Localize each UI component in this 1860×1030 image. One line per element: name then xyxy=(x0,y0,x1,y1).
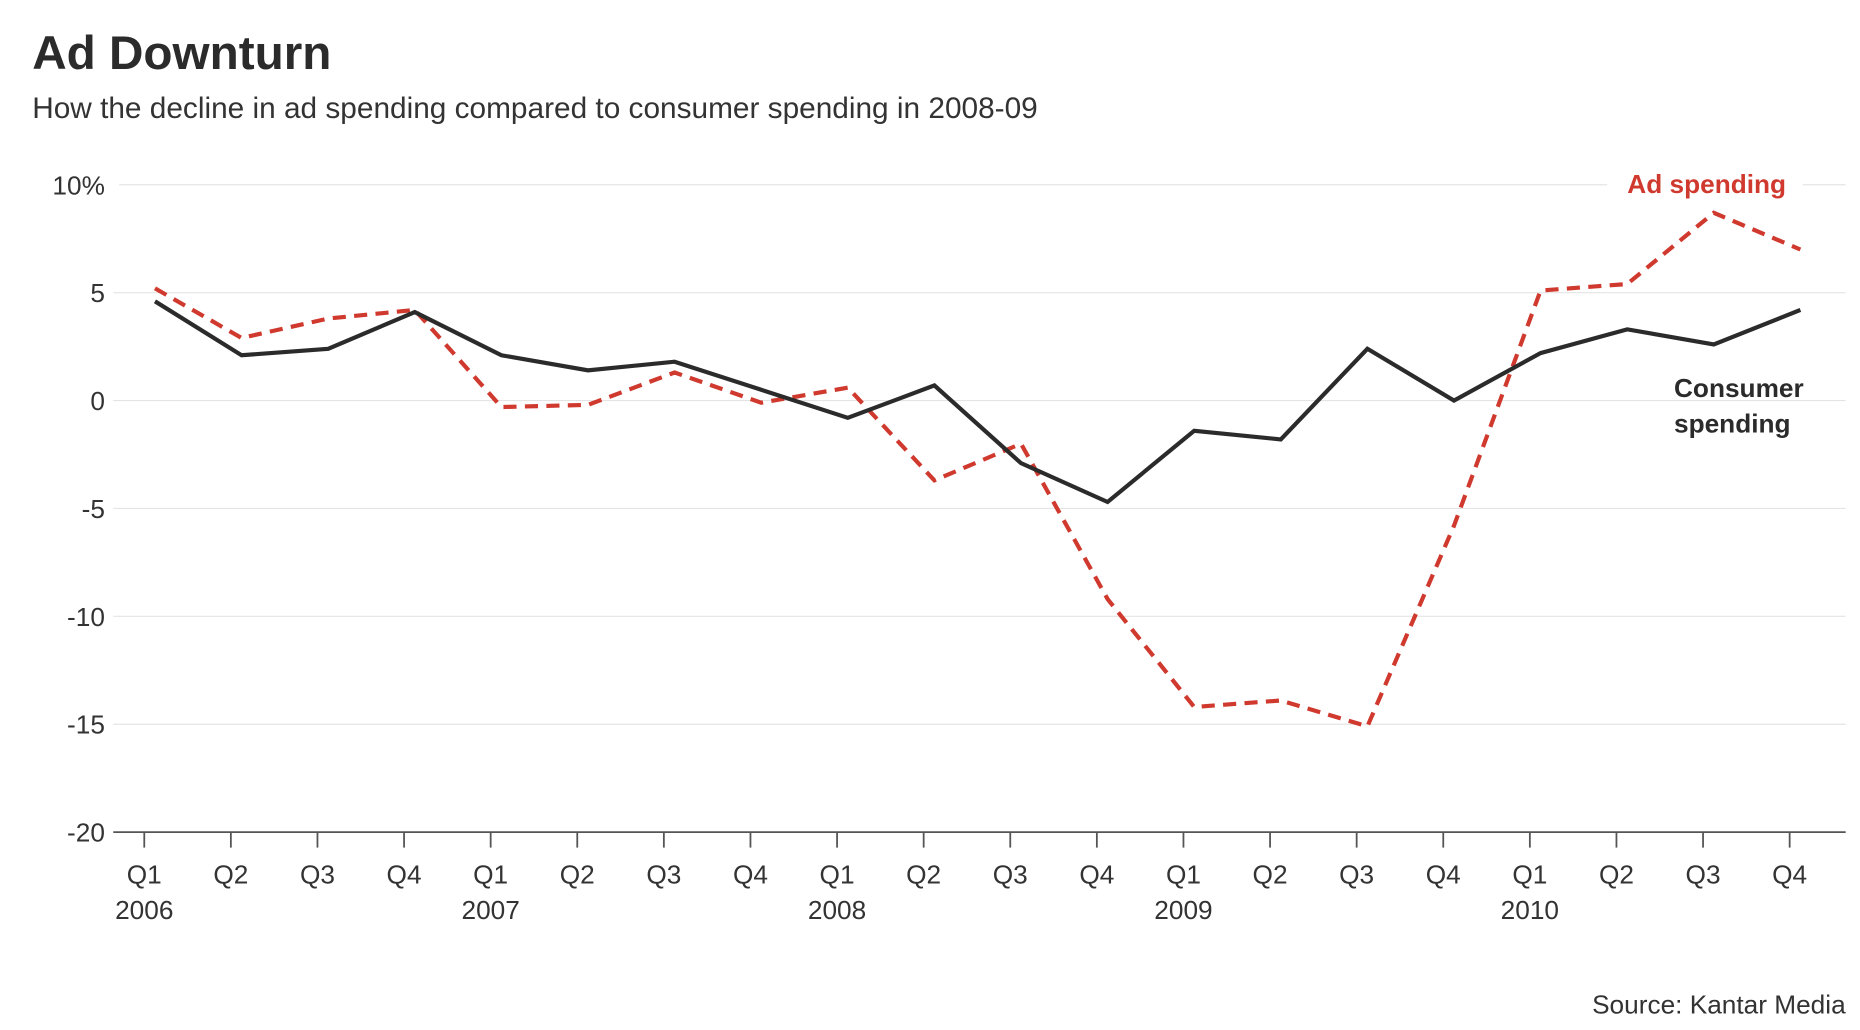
x-year-label: 2010 xyxy=(1501,895,1559,925)
y-tick-label: -10 xyxy=(67,602,105,632)
x-tick-label: Q2 xyxy=(213,859,248,889)
x-axis: Q1 Q2 Q3 Q4 Q1 Q2 Q3 Q4 Q1 Q2 Q3 Q4 Q1 Q2 Q3 Q4 Q1 Q2 Q3 Q4… xyxy=(113,831,1846,925)
x-tick-label: Q1 xyxy=(473,859,508,889)
source-note: Source: Kantar Media xyxy=(1592,989,1846,1019)
x-tick-label: Q2 xyxy=(1599,859,1634,889)
x-tick-label: Q3 xyxy=(1339,859,1374,889)
y-tick-label: -5 xyxy=(82,494,105,524)
x-tick-label: Q3 xyxy=(300,859,335,889)
chart-title: Ad Downturn xyxy=(32,27,331,80)
series-line-consumer-spending xyxy=(153,299,1802,505)
y-axis: 10% 5 0 -5 -10 -15 -20 xyxy=(52,170,104,847)
y-tick-label: 10% xyxy=(52,170,104,200)
y-tick-label: -20 xyxy=(67,818,105,848)
y-tick-label: 5 xyxy=(90,278,105,308)
legend-consumer-spending-line1: Consumer xyxy=(1674,373,1804,403)
x-tick-label: Q4 xyxy=(1079,859,1114,889)
chart-subtitle: How the decline in ad spending compared … xyxy=(32,92,1038,125)
x-tick-label: Q3 xyxy=(993,859,1028,889)
x-tick-label: Q1 xyxy=(1166,859,1201,889)
x-tick-label: Q4 xyxy=(1772,859,1807,889)
x-year-label: 2008 xyxy=(808,895,866,925)
x-year-label: 2009 xyxy=(1154,895,1212,925)
gridlines xyxy=(113,184,1846,725)
legend-ad-spending: Ad spending xyxy=(1627,169,1786,199)
x-tick-label: Q1 xyxy=(127,859,162,889)
x-tick-label: Q2 xyxy=(560,859,595,889)
y-tick-label: -15 xyxy=(67,710,105,740)
x-tick-label: Q3 xyxy=(1686,859,1721,889)
legend-consumer-spending-line2: spending xyxy=(1674,409,1791,439)
x-tick-label: Q4 xyxy=(387,859,422,889)
series-line-ad-spending xyxy=(153,210,1802,729)
x-tick-label: Q1 xyxy=(820,859,855,889)
x-year-label: 2006 xyxy=(115,895,173,925)
x-year-label: 2007 xyxy=(461,895,519,925)
x-tick-label: Q3 xyxy=(646,859,681,889)
x-tick-label: Q2 xyxy=(906,859,941,889)
series-lines xyxy=(153,210,1802,729)
x-tick-label: Q1 xyxy=(1512,859,1547,889)
x-tick-label: Q4 xyxy=(1426,859,1461,889)
legend-bg xyxy=(1607,164,1803,203)
y-tick-label: 0 xyxy=(90,386,105,416)
x-tick-label: Q2 xyxy=(1253,859,1288,889)
x-tick-label: Q4 xyxy=(733,859,768,889)
